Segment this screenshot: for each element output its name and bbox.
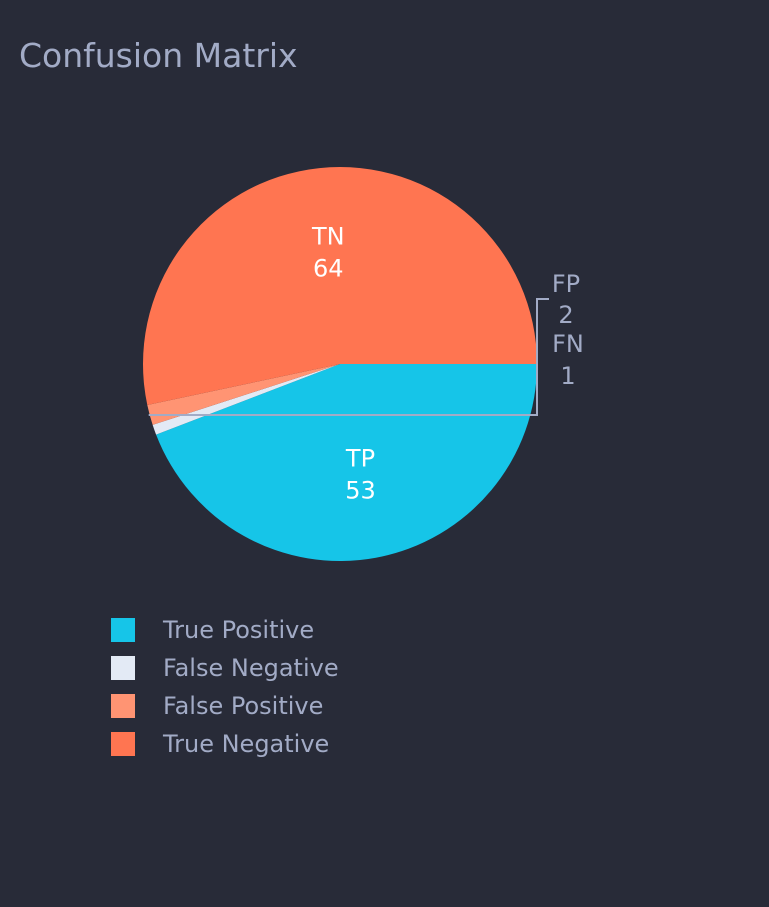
slice-labels: TP 53 TN 64 FN 1FP 2: [148, 222, 584, 504]
legend-swatch-fp: [111, 694, 135, 718]
legend-label-fp: False Positive: [163, 692, 323, 720]
slice-label-tn: TN 64: [311, 222, 345, 282]
legend-label-tp: True Positive: [162, 616, 314, 644]
legend-item-tn[interactable]: True Negative: [111, 730, 329, 758]
legend-item-tp[interactable]: True Positive: [111, 616, 314, 644]
slice-label-tp: TP 53: [345, 444, 376, 504]
pie-slice-fn[interactable]: [152, 364, 340, 435]
pie-slice-tp[interactable]: [156, 364, 537, 562]
pie-slice-fp[interactable]: [147, 364, 340, 425]
legend-swatch-tn: [111, 732, 135, 756]
legend-item-fn[interactable]: False Negative: [111, 654, 339, 682]
legend[interactable]: True Positive False Negative False Positiv…: [111, 616, 339, 758]
pie-slice-tn[interactable]: [142, 167, 537, 405]
slice-label-fp: FP 2: [552, 270, 580, 329]
pie-slices: [142, 167, 537, 562]
legend-swatch-fn: [111, 656, 135, 680]
slice-label-fn: FN 1: [552, 330, 584, 390]
chart-title: Confusion Matrix: [19, 36, 298, 75]
legend-label-tn: True Negative: [162, 730, 329, 758]
slice-label-connector-fp: [148, 298, 549, 416]
legend-item-fp[interactable]: False Positive: [111, 692, 323, 720]
legend-swatch-tp: [111, 618, 135, 642]
legend-label-fn: False Negative: [163, 654, 339, 682]
